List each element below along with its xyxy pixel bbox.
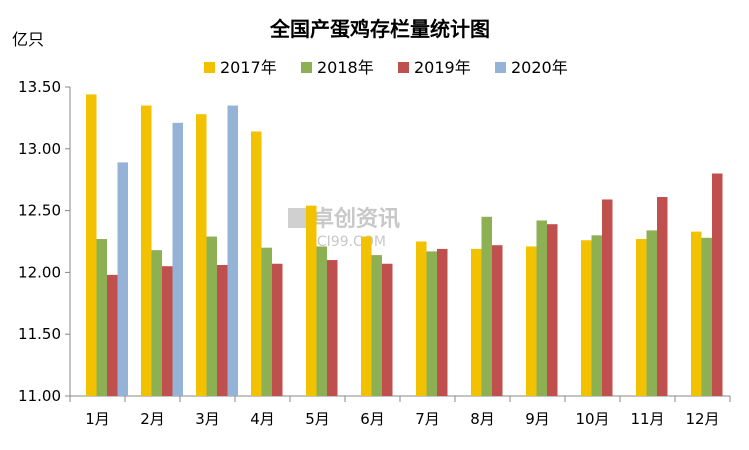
bar	[316, 246, 327, 396]
x-tick-label: 8月	[470, 410, 495, 428]
bar	[251, 131, 262, 396]
y-tick-label: 12.50	[18, 202, 61, 220]
bar	[196, 114, 207, 396]
bar	[581, 240, 592, 396]
watermark-logo-icon	[288, 208, 308, 228]
legend-label: 2020年	[511, 58, 568, 77]
bar	[162, 266, 173, 396]
bar	[227, 105, 238, 396]
legend-label: 2018年	[317, 58, 374, 77]
bar	[141, 105, 152, 396]
bar	[107, 274, 118, 396]
bar	[646, 230, 657, 396]
x-tick-label: 2月	[140, 410, 165, 428]
bar	[602, 199, 613, 396]
bar	[536, 220, 547, 396]
y-tick-label: 13.00	[18, 140, 61, 158]
legend-label: 2019年	[414, 58, 471, 77]
legend: 2017年 2018年 2019年 2020年	[204, 58, 568, 77]
x-tick-label: 11月	[630, 410, 664, 428]
y-tick-label: 13.50	[18, 78, 61, 96]
x-tick-label: 5月	[305, 410, 330, 428]
bars	[86, 94, 723, 397]
x-tick-label: 6月	[360, 410, 385, 428]
legend-swatch	[301, 62, 312, 73]
bar	[306, 205, 317, 396]
y-tick-label: 12.00	[18, 263, 61, 281]
y-tick-label: 11.00	[18, 387, 61, 405]
bar	[426, 251, 437, 396]
bar	[261, 247, 272, 396]
bar	[691, 231, 702, 396]
bar	[206, 236, 217, 396]
x-tick-label: 9月	[525, 410, 550, 428]
bar	[96, 239, 107, 396]
bar	[701, 237, 712, 396]
watermark-text: 卓创资讯	[312, 207, 400, 232]
bar	[86, 94, 97, 396]
bar	[382, 263, 393, 396]
y-axis: 11.00 11.50 12.00 12.50 13.00 13.50	[18, 78, 71, 405]
x-axis: 1月 2月 3月 4月 5月 6月 7月 8月 9月 10月 11月 12月	[69, 395, 731, 428]
legend-swatch	[398, 62, 409, 73]
y-tick-label: 11.50	[18, 325, 61, 343]
bar	[151, 250, 162, 396]
bar	[481, 216, 492, 396]
x-tick-label: 1月	[85, 410, 110, 428]
bar	[371, 255, 382, 396]
bar	[712, 173, 723, 396]
bar	[636, 239, 647, 396]
bar	[657, 197, 668, 396]
x-tick-label: 3月	[195, 410, 220, 428]
x-tick-label: 4月	[250, 410, 275, 428]
bar	[547, 224, 558, 396]
bar	[416, 241, 427, 396]
bar	[172, 122, 183, 397]
x-tick-label: 12月	[685, 410, 719, 428]
x-tick-label: 10月	[575, 410, 609, 428]
legend-label: 2017年	[220, 58, 277, 77]
bar	[492, 245, 503, 396]
bar	[526, 246, 537, 396]
legend-swatch	[204, 62, 215, 73]
legend-swatch	[495, 62, 506, 73]
x-tick-label: 7月	[415, 410, 440, 428]
y-axis-label: 亿只	[12, 30, 44, 49]
bar	[272, 263, 283, 396]
bar	[117, 162, 128, 396]
bar	[471, 248, 482, 396]
bar	[327, 260, 338, 396]
chart-title: 全国产蛋鸡存栏量统计图	[269, 17, 490, 41]
bar	[591, 235, 602, 396]
bar	[361, 236, 372, 396]
bar	[217, 264, 228, 396]
bar	[437, 248, 448, 396]
